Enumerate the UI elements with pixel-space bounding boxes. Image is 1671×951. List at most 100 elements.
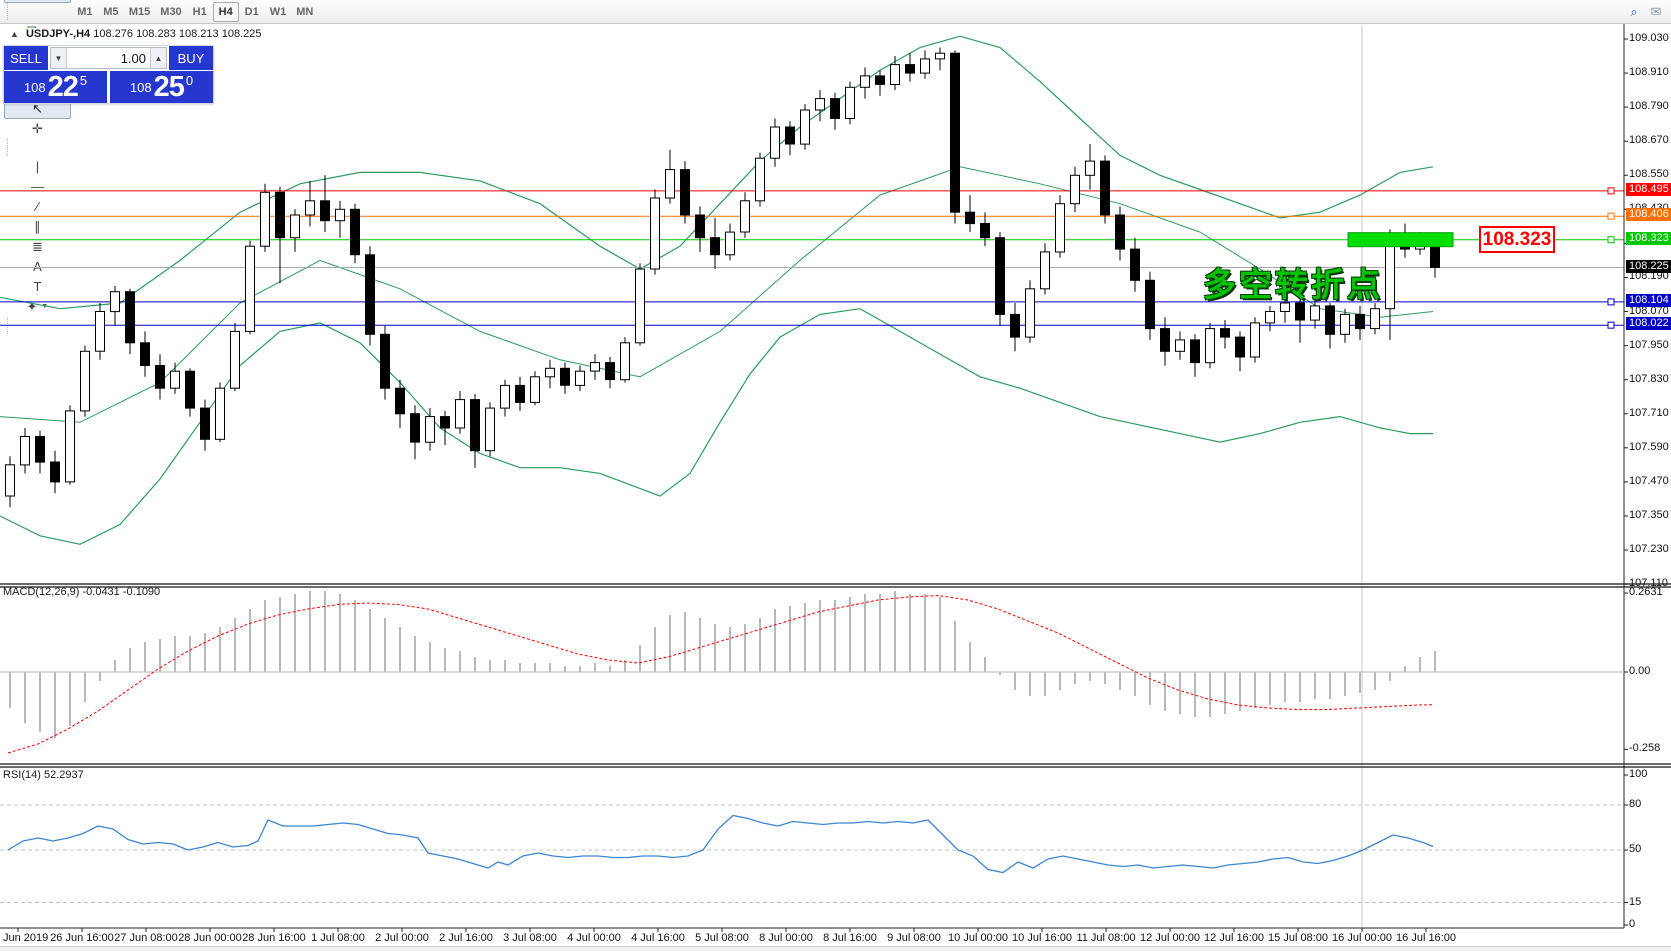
toolbar-search-button[interactable]: ⌕: [1623, 2, 1645, 22]
hline-handle-108.495[interactable]: [1607, 187, 1615, 195]
price-tick-label: 107.710: [1629, 406, 1669, 419]
price-tick-label: 107.950: [1629, 338, 1669, 351]
collapse-panel-icon[interactable]: ▲: [10, 29, 19, 39]
candle-body: [260, 191, 270, 247]
candle-body: [440, 416, 450, 429]
time-axis-label: 16 Jul 16:00: [1396, 932, 1456, 944]
time-axis-label: 12 Jul 16:00: [1204, 932, 1264, 944]
toolbar-chart-shift-button[interactable]: ↦: [4, 0, 71, 3]
toolbar-shapes-button[interactable]: ✦ ▼: [4, 297, 71, 317]
volume-increase-button[interactable]: ▲: [150, 48, 166, 68]
time-axis-label: 2 Jul 16:00: [439, 932, 493, 944]
candle-body: [365, 254, 375, 335]
timeframe-m15-button[interactable]: M15: [128, 5, 151, 18]
time-axis-label: 15 Jul 08:00: [1268, 932, 1328, 944]
toolbar-text-button[interactable]: A: [4, 257, 71, 277]
price-tick-label: 107.230: [1629, 543, 1669, 556]
time-axis-label: 8 Jul 00:00: [759, 932, 813, 944]
candle-body: [740, 200, 750, 233]
candle-body: [110, 291, 120, 313]
timeframe-h1-button[interactable]: H1: [192, 5, 207, 18]
price-badge-108.495: 108.495: [1626, 182, 1671, 196]
candle-body: [755, 157, 765, 202]
candle-body: [605, 362, 615, 381]
rsi-axis-label-80: 80: [1629, 798, 1642, 810]
price-badge-108.104: 108.104: [1626, 293, 1671, 307]
candle-body: [425, 416, 435, 443]
toolbar-horizontal-line-button[interactable]: —: [4, 177, 71, 197]
timeframe-m5-button[interactable]: M5: [103, 5, 119, 18]
candle-body: [1175, 339, 1185, 352]
hline-handle-108.022[interactable]: [1607, 321, 1615, 329]
highlight-rectangle: [1347, 232, 1454, 248]
price-tick-label: 107.350: [1629, 508, 1669, 521]
candle-body: [995, 237, 1005, 315]
candle-body: [125, 291, 135, 344]
sell-button[interactable]: SELL: [4, 46, 48, 70]
toolbar-equidistant-channel-button[interactable]: ∥: [4, 217, 71, 237]
timeframe-h4-button[interactable]: H4: [212, 1, 239, 22]
candle-body: [1130, 248, 1140, 281]
candle-body: [680, 169, 690, 216]
price-badge-108.022: 108.022: [1626, 317, 1671, 331]
timeframe-d1-button[interactable]: D1: [244, 5, 259, 18]
ohlc-values: 108.276 108.283 108.213 108.225: [93, 28, 262, 40]
toolbar-fibonacci-button[interactable]: ≣: [4, 237, 71, 257]
cursor-icon: ↖: [31, 101, 43, 116]
price-tick-label: 107.470: [1629, 474, 1669, 487]
candle-body: [50, 461, 60, 483]
candle-body: [305, 200, 315, 216]
candle-body: [815, 98, 825, 111]
candle-body: [1205, 328, 1215, 364]
candle-body: [920, 58, 930, 74]
price-tick-label: 107.110: [1629, 577, 1668, 590]
candle-body: [455, 399, 465, 429]
toolbar-trendline-button[interactable]: ∕: [4, 197, 71, 217]
toolbar-vertical-line-button[interactable]: |: [4, 157, 71, 177]
price-tick-label: 108.670: [1629, 134, 1669, 147]
candle-body: [1010, 313, 1020, 338]
candle-body: [200, 407, 210, 440]
timeframe-mn-button[interactable]: MN: [296, 5, 314, 18]
candle-body: [380, 333, 390, 389]
candle-body: [290, 214, 300, 239]
fibonacci-icon: ≣: [31, 239, 43, 254]
timeframe-w1-button[interactable]: W1: [269, 5, 287, 18]
community-chat-icon: ✉: [1650, 4, 1662, 19]
timeframe-m30-button[interactable]: M30: [160, 5, 182, 18]
candle-body: [1385, 237, 1395, 310]
candle-body: [1085, 160, 1095, 176]
hline-handle-108.104[interactable]: [1607, 298, 1615, 306]
sell-price-pip: 5: [79, 73, 88, 88]
rsi-line: [7, 814, 1434, 874]
candle-body: [1220, 328, 1230, 338]
timeframe-m1-button[interactable]: M1: [77, 5, 93, 18]
candle-body: [860, 75, 870, 88]
candle-body: [845, 86, 855, 120]
volume-input[interactable]: [67, 48, 150, 68]
candle-body: [530, 376, 540, 403]
turning-point-annotation: 多空转折点: [1203, 266, 1383, 303]
shapes-dropdown-icon[interactable]: ▼: [41, 303, 49, 310]
sell-price-button[interactable]: 108 22 5: [4, 71, 107, 103]
volume-decrease-button[interactable]: ▼: [51, 48, 67, 68]
status-bar: [0, 946, 1671, 951]
candle-body: [1235, 336, 1245, 358]
toolbar-crosshair-button[interactable]: ✛: [4, 119, 71, 139]
time-axis-label: 10 Jul 00:00: [948, 932, 1008, 944]
candle-body: [95, 311, 105, 352]
toolbar-text-label-button[interactable]: T: [4, 277, 71, 297]
candle-body: [350, 208, 360, 256]
toolbar-community-chat-button[interactable]: ✉: [1645, 2, 1667, 22]
candle-body: [500, 384, 510, 409]
buy-price-button[interactable]: 108 25 0: [110, 71, 213, 103]
candle-body: [1295, 302, 1305, 321]
buy-button[interactable]: BUY: [169, 46, 213, 70]
candle-body: [1250, 322, 1260, 358]
hline-handle-108.406[interactable]: [1607, 212, 1615, 220]
hline-handle-108.323[interactable]: [1607, 236, 1615, 244]
candle-body: [470, 399, 480, 452]
price-callout-box[interactable]: 108.323: [1479, 226, 1555, 253]
price-tick-label: 108.070: [1629, 304, 1669, 317]
